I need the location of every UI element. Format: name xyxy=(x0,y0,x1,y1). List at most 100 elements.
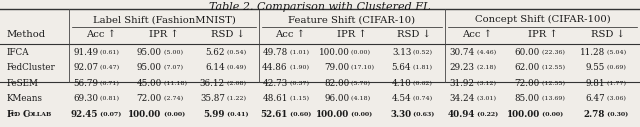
Text: Acc ↑: Acc ↑ xyxy=(462,30,492,39)
Text: (3.12): (3.12) xyxy=(475,81,496,86)
Text: FedCluster: FedCluster xyxy=(6,63,55,72)
Text: 79.00: 79.00 xyxy=(324,63,349,72)
Text: RSD ↓: RSD ↓ xyxy=(591,30,625,39)
Text: (5.00): (5.00) xyxy=(161,50,182,55)
Text: (4.46): (4.46) xyxy=(475,50,496,55)
Text: 48.61: 48.61 xyxy=(262,94,287,103)
Text: (1.22): (1.22) xyxy=(225,96,246,101)
Text: (0.74): (0.74) xyxy=(412,96,433,101)
Text: 6.14: 6.14 xyxy=(205,63,225,72)
Text: (1.81): (1.81) xyxy=(412,65,432,70)
Text: 91.49: 91.49 xyxy=(73,48,99,57)
Text: C: C xyxy=(23,110,30,119)
Text: (0.62): (0.62) xyxy=(412,81,432,86)
Text: (0.07): (0.07) xyxy=(99,112,122,117)
Text: (5.04): (5.04) xyxy=(605,50,626,55)
Text: (3.06): (3.06) xyxy=(605,96,626,101)
Text: 40.94: 40.94 xyxy=(447,110,475,119)
Text: RSD ↓: RSD ↓ xyxy=(397,30,431,39)
Text: (12.55): (12.55) xyxy=(540,65,565,70)
Text: 5.99: 5.99 xyxy=(204,110,225,119)
Text: (0.37): (0.37) xyxy=(287,81,308,86)
Text: (0.63): (0.63) xyxy=(412,112,435,117)
Text: (0.81): (0.81) xyxy=(99,96,119,101)
Text: 100.00: 100.00 xyxy=(129,110,161,119)
Text: Acc ↑: Acc ↑ xyxy=(275,30,305,39)
Text: (0.00): (0.00) xyxy=(349,112,372,117)
Text: (0.00): (0.00) xyxy=(540,112,563,117)
Text: (0.22): (0.22) xyxy=(475,112,498,117)
Text: (2.74): (2.74) xyxy=(161,96,183,101)
Text: 5.64: 5.64 xyxy=(392,63,412,72)
Text: 85.00: 85.00 xyxy=(515,94,540,103)
Text: (12.55): (12.55) xyxy=(540,81,565,86)
Text: 4.10: 4.10 xyxy=(392,79,412,88)
Text: (11.18): (11.18) xyxy=(161,81,187,86)
Text: 56.79: 56.79 xyxy=(73,79,99,88)
Text: 9.55: 9.55 xyxy=(586,63,605,72)
Text: (0.47): (0.47) xyxy=(99,65,120,70)
Text: RSD ↓: RSD ↓ xyxy=(211,30,244,39)
Text: 4.54: 4.54 xyxy=(392,94,412,103)
Text: (7.07): (7.07) xyxy=(161,65,182,70)
Text: 31.92: 31.92 xyxy=(450,79,475,88)
Text: (0.69): (0.69) xyxy=(605,65,626,70)
Text: (0.61): (0.61) xyxy=(99,50,119,55)
Text: FeSEM: FeSEM xyxy=(6,79,38,88)
Text: (1.90): (1.90) xyxy=(287,65,308,70)
Text: 96.00: 96.00 xyxy=(324,94,349,103)
Text: 69.30: 69.30 xyxy=(73,94,99,103)
Text: Concept Shift (CIFAR-100): Concept Shift (CIFAR-100) xyxy=(474,15,611,24)
Text: (0.52): (0.52) xyxy=(412,50,432,55)
Text: 11.28: 11.28 xyxy=(580,48,605,57)
Text: Method: Method xyxy=(6,30,45,39)
Text: 92.07: 92.07 xyxy=(73,63,99,72)
Text: 30.74: 30.74 xyxy=(449,48,475,57)
Text: (2.08): (2.08) xyxy=(225,81,246,86)
Text: (4.18): (4.18) xyxy=(349,96,371,101)
Text: IPR ↑: IPR ↑ xyxy=(337,30,367,39)
Text: Feature Shift (CIFAR-10): Feature Shift (CIFAR-10) xyxy=(289,15,415,24)
Text: IFCA: IFCA xyxy=(6,48,29,57)
Text: (0.54): (0.54) xyxy=(225,50,246,55)
Text: 29.23: 29.23 xyxy=(450,63,475,72)
Text: 72.00: 72.00 xyxy=(136,94,161,103)
Text: (22.36): (22.36) xyxy=(540,50,564,55)
Text: 3.30: 3.30 xyxy=(390,110,412,119)
Text: 44.86: 44.86 xyxy=(262,63,287,72)
Text: Acc ↑: Acc ↑ xyxy=(86,30,116,39)
Text: (5.70): (5.70) xyxy=(349,81,371,86)
Text: (0.30): (0.30) xyxy=(605,112,628,117)
Text: (0.49): (0.49) xyxy=(225,65,246,70)
Text: 42.73: 42.73 xyxy=(262,79,287,88)
Text: 100.00: 100.00 xyxy=(507,110,540,119)
Text: (0.00): (0.00) xyxy=(349,50,371,55)
Text: 100.00: 100.00 xyxy=(316,110,349,119)
Text: 9.81: 9.81 xyxy=(586,79,605,88)
Text: (0.41): (0.41) xyxy=(225,112,248,117)
Text: OLLAB: OLLAB xyxy=(28,112,52,117)
Text: 35.87: 35.87 xyxy=(200,94,225,103)
Text: Label Shift (FashionMNIST): Label Shift (FashionMNIST) xyxy=(93,15,236,24)
Text: 6.47: 6.47 xyxy=(585,94,605,103)
Text: (3.01): (3.01) xyxy=(475,96,496,101)
Text: 72.00: 72.00 xyxy=(515,79,540,88)
Text: (6.71): (6.71) xyxy=(99,81,119,86)
Text: 5.62: 5.62 xyxy=(205,48,225,57)
Text: 100.00: 100.00 xyxy=(319,48,349,57)
Text: (0.60): (0.60) xyxy=(287,112,311,117)
Text: (1.77): (1.77) xyxy=(605,81,626,86)
Text: F: F xyxy=(6,110,13,119)
Text: 36.12: 36.12 xyxy=(200,79,225,88)
Text: (17.10): (17.10) xyxy=(349,65,374,70)
Text: (2.18): (2.18) xyxy=(475,65,496,70)
Text: 95.00: 95.00 xyxy=(136,48,161,57)
Text: KMeans: KMeans xyxy=(6,94,42,103)
Text: (1.15): (1.15) xyxy=(287,96,308,101)
Text: 60.00: 60.00 xyxy=(515,48,540,57)
Text: 45.00: 45.00 xyxy=(136,79,161,88)
Text: Table 2. Comparison with Clustered FL: Table 2. Comparison with Clustered FL xyxy=(209,2,431,12)
Text: 3.13: 3.13 xyxy=(392,48,412,57)
Text: IPR ↑: IPR ↑ xyxy=(149,30,179,39)
Text: (0.00): (0.00) xyxy=(161,112,185,117)
